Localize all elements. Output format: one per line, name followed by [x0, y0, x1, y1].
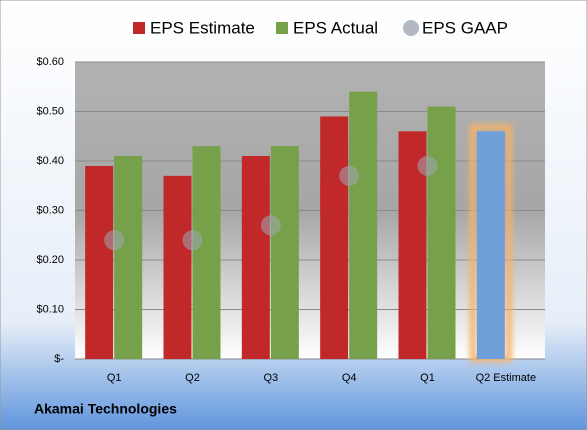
x-tick-label: Q1	[107, 372, 122, 384]
bar	[476, 131, 505, 359]
y-tick-label: $0.30	[36, 204, 64, 216]
bar	[320, 116, 349, 359]
bar	[241, 156, 270, 359]
y-tick-label: $0.10	[36, 303, 64, 315]
x-tick-label: Q4	[342, 372, 357, 384]
legend-marker	[276, 22, 288, 34]
x-tick-label: Q3	[263, 372, 278, 384]
legend-label: EPS GAAP	[422, 18, 508, 37]
bar	[349, 91, 378, 359]
legend-marker	[133, 22, 145, 34]
bar	[114, 156, 143, 359]
bar	[427, 106, 456, 359]
y-tick-label: $0.40	[36, 155, 64, 167]
x-tick-label: Q2	[185, 372, 200, 384]
y-tick-label: $0.50	[36, 105, 64, 117]
gaap-marker	[339, 165, 360, 186]
gaap-marker	[260, 215, 281, 236]
legend-label: EPS Actual	[293, 18, 378, 37]
gaap-marker	[417, 155, 438, 176]
bar	[163, 175, 192, 359]
y-tick-label: $0.60	[36, 56, 64, 68]
footer: Akamai Technologies	[34, 401, 177, 417]
bar	[192, 146, 221, 359]
gaap-marker	[104, 230, 125, 251]
bar	[85, 165, 114, 359]
gaap-marker	[182, 230, 203, 251]
y-tick-label: $-	[54, 353, 64, 365]
y-tick-label: $0.20	[36, 254, 64, 266]
x-tick-label: Q2 Estimate	[476, 372, 537, 384]
legend-marker	[403, 20, 419, 36]
x-tick-label: Q1	[420, 372, 435, 384]
bar	[270, 146, 299, 359]
legend-label: EPS Estimate	[150, 18, 255, 37]
